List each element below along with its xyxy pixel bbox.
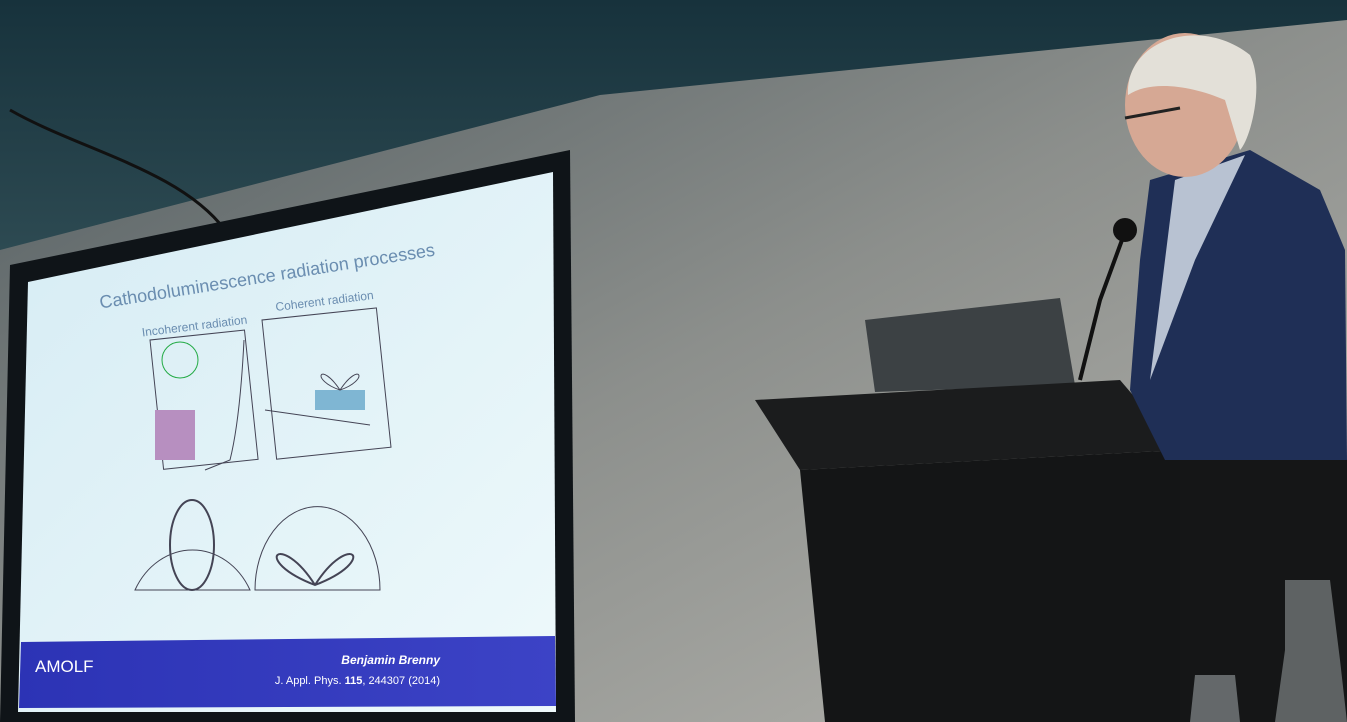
logo: AMOLF [35,657,94,676]
citation: J. Appl. Phys. 115, 244307 (2014) [275,675,440,687]
glass [1190,675,1240,722]
cable [9,108,227,231]
author: Benjamin Brenny [341,653,441,667]
laptop [865,298,1075,392]
podium-top [755,380,1180,470]
citation-rest: , 244307 (2014) [362,675,440,687]
microphone-head [1113,218,1137,242]
slide-footer [19,636,556,708]
citation-journal: J. Appl. Phys. [275,675,342,687]
shirt [1150,155,1245,380]
glasses [1124,106,1181,120]
microphone [1078,239,1124,381]
water-jug [1275,580,1347,722]
screen [18,172,556,712]
ceiling [0,0,1347,250]
citation-volume: 115 [345,675,363,687]
podium [800,450,1180,722]
hair [1127,35,1257,150]
slide-figures [134,307,392,591]
